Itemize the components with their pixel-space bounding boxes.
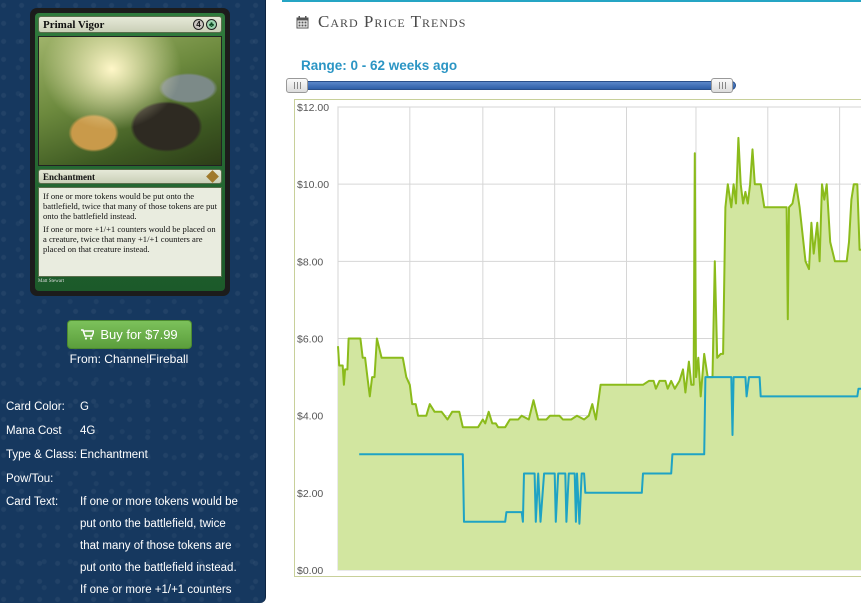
y-tick-label: $2.00 <box>297 488 323 500</box>
detail-row-card-text: Card Text: If one or more tokens would b… <box>6 496 261 601</box>
card-type-bar: Enchantment <box>38 169 222 184</box>
section-top-rule <box>282 0 861 2</box>
y-tick-label: $6.00 <box>297 334 323 346</box>
range-label: Range: 0 - 62 weeks ago <box>301 58 458 73</box>
mana-generic-icon: 4 <box>193 19 204 30</box>
detail-row-color: Card Color: G <box>6 395 261 419</box>
y-tick-label: $0.00 <box>297 565 323 577</box>
card-details: Card Color: G Mana Cost 4G Type & Class:… <box>6 395 261 601</box>
detail-label: Pow/Tou: <box>6 473 54 485</box>
price-area-fill <box>338 137 861 570</box>
y-tick-label: $12.00 <box>297 102 329 114</box>
card-rules-paragraph-1: If one or more tokens would be put onto … <box>43 191 217 221</box>
card-type-line: Enchantment <box>43 171 96 182</box>
detail-row-type: Type & Class: Enchantment <box>6 443 261 467</box>
price-series-line-2 <box>359 376 861 525</box>
card-sidebar: Primal Vigor 4 ♣ Enchantment If one or m… <box>0 0 266 603</box>
card-text-line: that many of those tokens are <box>80 540 232 552</box>
calendar-icon <box>296 15 309 29</box>
card-artist: Matt Stewart <box>38 279 64 284</box>
detail-value: Enchantment <box>80 449 148 461</box>
set-symbol-icon <box>206 170 219 183</box>
section-header: Card Price Trends <box>296 11 466 33</box>
price-chart-frame: $0.00$2.00$4.00$6.00$8.00$10.00$12.00May… <box>294 99 861 577</box>
range-slider-start-handle[interactable] <box>286 78 308 93</box>
section-title: Card Price Trends <box>318 12 467 31</box>
card-title-bar: Primal Vigor 4 ♣ <box>38 16 222 33</box>
card-rules-paragraph-2: If one or more +1/+1 counters would be p… <box>43 224 216 254</box>
buy-button-label: Buy for $7.99 <box>100 327 178 342</box>
detail-label: Type & Class: <box>6 449 77 461</box>
range-slider-track[interactable] <box>286 81 736 90</box>
buy-button[interactable]: Buy for $7.99 <box>67 320 192 349</box>
mana-green-icon: ♣ <box>206 19 217 30</box>
card-text-line: put onto the battlefield instead. <box>80 562 237 574</box>
range-slider[interactable] <box>286 78 736 93</box>
card-text-line: If one or more +1/+1 counters <box>80 584 232 596</box>
detail-label: Mana Cost <box>6 425 62 437</box>
detail-label: Card Text: <box>6 496 59 508</box>
detail-value: G <box>80 401 89 413</box>
card-image: Primal Vigor 4 ♣ Enchantment If one or m… <box>30 8 230 296</box>
y-tick-label: $8.00 <box>297 256 323 268</box>
card-frame: Primal Vigor 4 ♣ Enchantment If one or m… <box>35 13 225 291</box>
card-rules-text: If one or more tokens would be put onto … <box>38 187 222 277</box>
card-text-line: put onto the battlefield, twice <box>80 518 226 530</box>
detail-row-pow-tou: Pow/Tou: <box>6 467 261 491</box>
card-text-value: If one or more tokens would be put onto … <box>80 491 261 601</box>
card-mana-cost: 4 ♣ <box>193 19 217 30</box>
detail-value: 4G <box>80 425 96 437</box>
price-chart-svg: $0.00$2.00$4.00$6.00$8.00$10.00$12.00May… <box>297 102 861 577</box>
range-slider-end-handle[interactable] <box>711 78 733 93</box>
shopping-cart-icon <box>81 329 95 340</box>
price-chart: $0.00$2.00$4.00$6.00$8.00$10.00$12.00May… <box>295 100 861 578</box>
price-series-line-1 <box>337 136 861 429</box>
card-name: Primal Vigor <box>43 18 105 31</box>
detail-row-mana: Mana Cost 4G <box>6 419 261 443</box>
y-tick-label: $4.00 <box>297 411 323 423</box>
y-tick-label: $10.00 <box>297 179 329 191</box>
card-artwork <box>38 36 222 166</box>
seller-text: From: ChannelFireball <box>69 352 189 366</box>
detail-label: Card Color: <box>6 401 65 413</box>
card-text-line: If one or more tokens would be <box>80 496 238 508</box>
